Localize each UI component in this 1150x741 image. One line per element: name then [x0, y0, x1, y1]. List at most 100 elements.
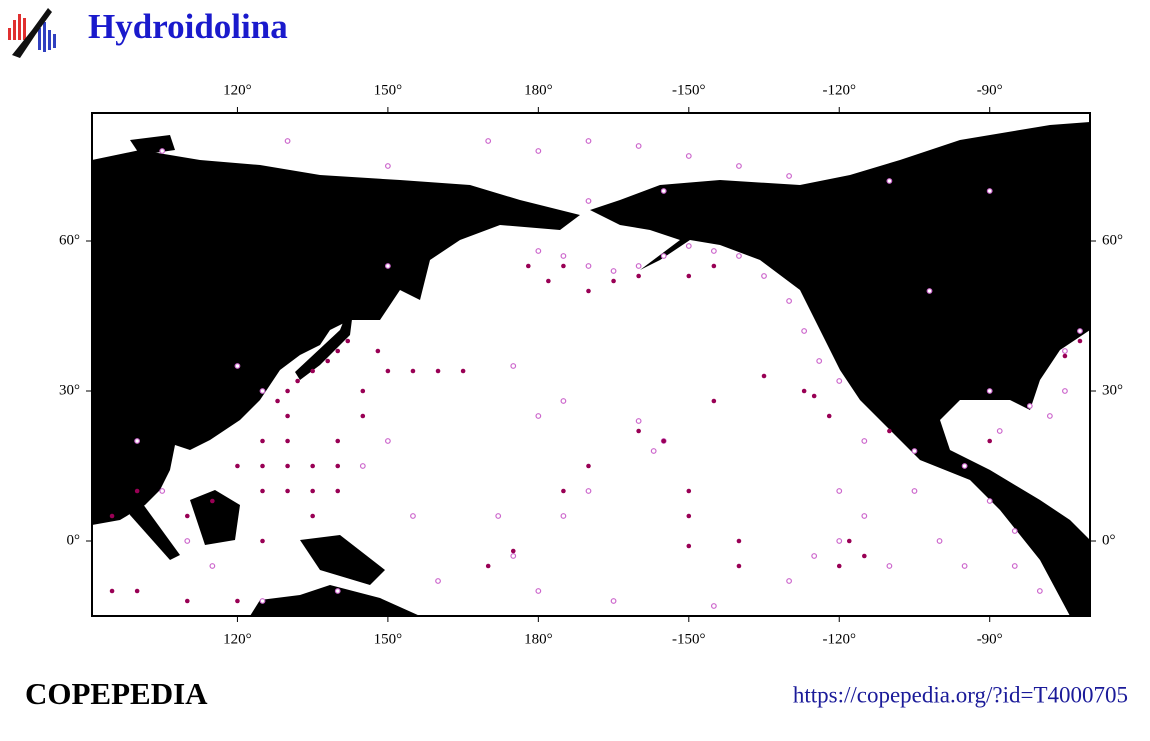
record-point: [210, 498, 215, 504]
record-point: [410, 513, 416, 519]
x-tick-label: -150°: [672, 631, 706, 647]
record-point: [911, 448, 918, 454]
record-point: [510, 553, 517, 559]
x-tick-label: 150°: [374, 82, 403, 98]
record-point: [345, 338, 351, 344]
record-point: [585, 263, 592, 269]
record-point: [134, 488, 140, 494]
record-point: [801, 388, 807, 394]
record-point: [1077, 328, 1083, 334]
record-point: [535, 248, 542, 254]
record-point: [285, 438, 290, 444]
record-point: [826, 413, 832, 419]
record-point: [134, 588, 140, 594]
record-point: [861, 438, 868, 444]
record-point: [660, 188, 667, 194]
x-tick-label: -120°: [822, 82, 856, 98]
brand: COPEPEDIA: [25, 676, 208, 711]
record-point: [686, 488, 692, 494]
record-point: [260, 463, 265, 469]
record-point: [661, 438, 667, 444]
record-point: [275, 398, 280, 404]
record-point: [375, 348, 381, 354]
record-point: [546, 278, 551, 284]
record-point: [911, 488, 918, 494]
record-point: [510, 548, 516, 554]
record-point: [560, 513, 567, 519]
x-tick-label: -150°: [672, 82, 706, 98]
record-point: [410, 368, 416, 374]
land: [92, 122, 1090, 616]
record-point: [561, 488, 566, 494]
record-point: [535, 413, 542, 419]
record-point: [184, 598, 190, 604]
record-point: [134, 438, 141, 444]
record-point: [686, 513, 692, 519]
record-point: [986, 498, 993, 504]
record-point: [610, 598, 617, 604]
record-point: [335, 348, 341, 354]
record-point: [886, 563, 893, 569]
y-tick-label: 30°: [1102, 382, 1123, 398]
record-point: [561, 263, 566, 269]
record-point: [460, 368, 466, 374]
record-point: [736, 538, 742, 544]
record-point: [961, 463, 968, 469]
record-point: [310, 513, 315, 519]
record-point: [310, 368, 315, 374]
record-point: [1062, 388, 1068, 394]
record-point: [660, 253, 667, 259]
record-point: [836, 563, 842, 569]
x-tick-label: 180°: [524, 631, 553, 647]
record-point: [1062, 353, 1068, 359]
logo: [8, 8, 56, 58]
record-point: [485, 138, 492, 144]
x-tick-label: 150°: [374, 631, 403, 647]
record-point: [650, 448, 657, 454]
record-point: [926, 288, 933, 294]
record-point: [611, 278, 616, 284]
record-point: [360, 413, 366, 419]
record-point: [585, 138, 592, 144]
record-point: [385, 368, 391, 374]
record-point: [535, 588, 542, 594]
y-tick-label: 0°: [1102, 532, 1116, 548]
record-point: [636, 428, 641, 434]
record-point: [786, 578, 792, 584]
record-point: [260, 488, 265, 494]
record-point: [936, 538, 943, 544]
record-point: [109, 588, 115, 594]
record-point: [710, 603, 717, 609]
record-point: [610, 268, 617, 274]
record-point: [235, 463, 240, 469]
record-point: [285, 413, 290, 419]
x-tick-label: -90°: [977, 631, 1003, 647]
record-point: [234, 363, 241, 369]
record-point: [335, 488, 341, 494]
record-point: [260, 438, 265, 444]
record-point: [761, 373, 767, 379]
record-point: [184, 538, 191, 544]
title: Hydroidolina: [88, 7, 288, 46]
record-point: [435, 578, 441, 584]
record-point: [295, 378, 300, 384]
record-point: [786, 298, 792, 304]
record-point: [736, 163, 742, 169]
y-tick-label: 60°: [59, 232, 80, 248]
record-point: [285, 388, 290, 394]
record-point: [1011, 528, 1018, 534]
record-point: [961, 563, 968, 569]
record-point: [635, 263, 642, 269]
record-point: [861, 513, 868, 519]
record-point: [526, 263, 531, 269]
record-point: [360, 388, 366, 394]
record-point: [335, 463, 341, 469]
record-point: [711, 398, 717, 404]
record-point: [635, 418, 642, 424]
record-point: [384, 438, 391, 444]
record-point: [862, 553, 867, 559]
record-point: [334, 588, 341, 594]
axes: 120° 120° 150° 150° 180° 180° -150° -150° -120° -…: [59, 82, 1123, 647]
record-point: [284, 138, 291, 144]
url[interactable]: https://copepedia.org/?id=T4000705: [793, 682, 1128, 707]
